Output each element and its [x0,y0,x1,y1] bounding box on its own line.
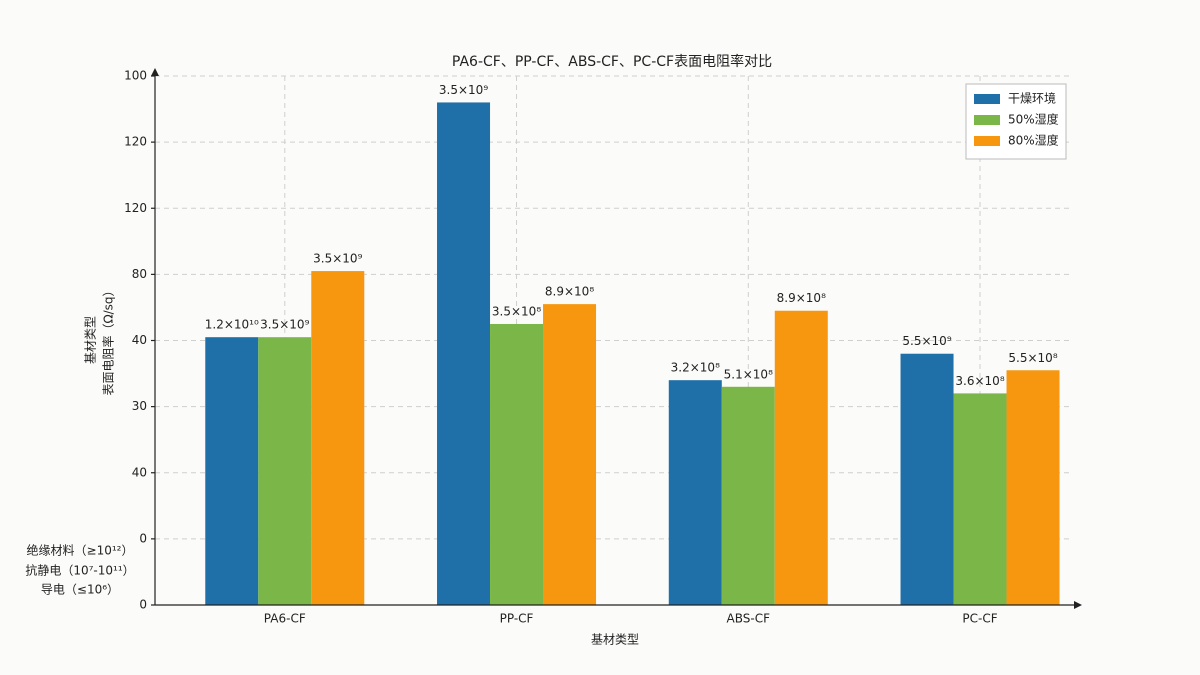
bar-annotation: 1.2×10¹⁰ [205,318,259,332]
legend-label: 干燥环境 [1008,91,1056,106]
bar [258,337,312,605]
y-axis-label-line: 基材类型 [84,316,98,364]
bar [205,337,259,605]
annotation: 绝缘材料（≥10¹²） [27,543,134,558]
bar-annotation: 3.5×10⁸ [492,304,541,318]
bar [774,310,828,605]
bar [311,271,365,605]
y-tick-label: 120 [124,201,147,215]
bar [668,380,722,605]
bar-annotation: 8.9×10⁸ [545,285,594,299]
bar [721,386,775,605]
y-tick-label: 120 [124,135,147,149]
x-tick-label: PA6-CF [264,612,306,626]
bar-annotation: 5.5×10⁹ [902,334,951,348]
bar-annotation: 5.5×10⁸ [1008,351,1057,365]
y-axis-label: 基材类型 表面电阻率（Ω/sq） [84,284,116,395]
bar-annotation: 5.1×10⁸ [724,367,773,381]
x-tick-label: ABS-CF [727,612,771,626]
chart-title: PA6-CF、PP-CF、ABS-CF、PC-CF表面电阻率对比 [452,53,772,70]
legend-swatch [974,136,1000,146]
y-tick-label: 0 [139,598,147,612]
y-tick-label: 0 [139,531,147,545]
x-axis-arrow [1074,601,1082,609]
y-tick-label: 40 [132,333,147,347]
y-tick-label: 30 [132,399,147,413]
bar-annotation: 3.2×10⁸ [671,361,720,375]
bar [543,304,597,605]
x-tick-label: PC-CF [962,612,997,626]
x-tick-label: PP-CF [500,612,534,626]
y-tick-label: 100 [124,69,147,83]
bar [953,393,1007,605]
legend-swatch [974,115,1000,125]
annotation: 抗静电（10⁷-10¹¹） [25,563,134,578]
legend: 干燥环境 50%湿度 80%湿度 [965,83,1067,160]
y-axis-arrow [151,68,159,76]
y-axis-label-line: 表面电阻率（Ω/sq） [101,284,116,395]
bar-annotation: 3.5×10⁹ [260,318,309,332]
y-tick-label: 80 [132,267,147,281]
legend-label: 80%湿度 [1008,133,1059,148]
bar-annotation: 3.5×10⁹ [439,83,488,97]
bar-annotation: 3.5×10⁹ [313,252,362,266]
bar [490,323,544,605]
x-axis-label: 基材类型 [591,633,639,647]
bar-annotation: 3.6×10⁸ [955,374,1004,388]
annotation: 导电（≤10⁶） [41,583,119,597]
legend-swatch [974,94,1000,104]
bar [900,353,954,605]
bar [1006,370,1060,605]
y-tick-label: 40 [132,465,147,479]
bar [437,102,491,605]
legend-label: 50%湿度 [1008,112,1059,127]
bar-annotation: 8.9×10⁸ [777,291,826,305]
